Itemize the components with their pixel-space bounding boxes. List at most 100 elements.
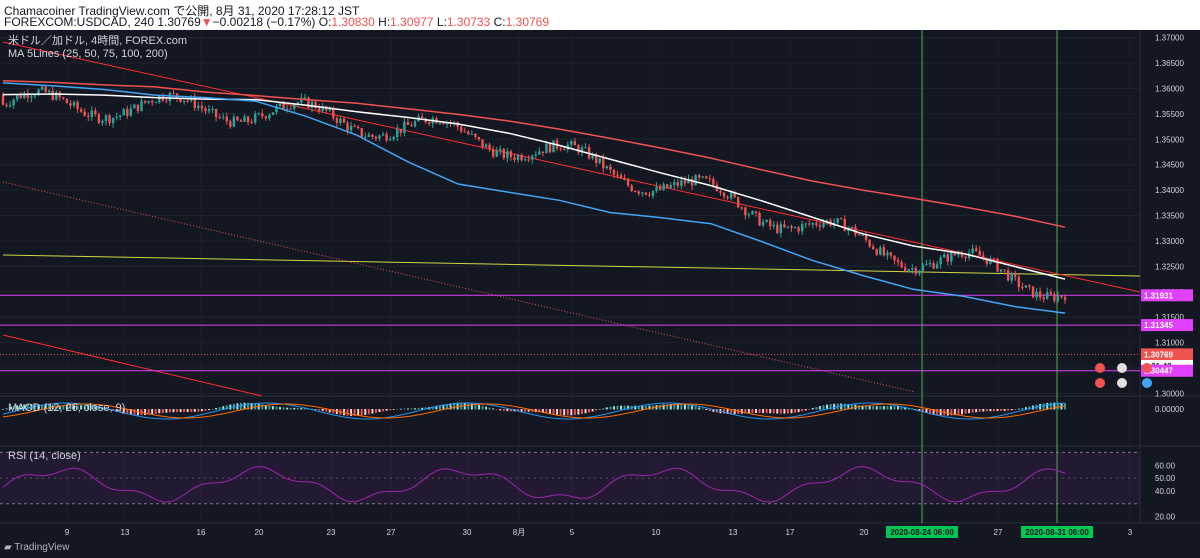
instrument-legend: 米ドル／加ドル, 4時間, FOREX.com <box>8 34 187 47</box>
candle-body <box>62 97 65 99</box>
price-tick-label: 1.36000 <box>1155 84 1184 93</box>
macd-histogram-bar <box>527 409 530 412</box>
macd-histogram-bar <box>382 409 385 412</box>
candle-body <box>111 117 115 124</box>
macd-histogram-bar <box>26 404 29 410</box>
candle-body <box>676 182 680 186</box>
tradingview-icon: ▰ <box>4 542 15 553</box>
flag-event-icon[interactable] <box>1117 363 1127 373</box>
macd-histogram-bar <box>296 407 299 410</box>
macd-histogram-bar <box>584 409 587 414</box>
macd-histogram-bar <box>325 409 328 412</box>
candle-body <box>545 143 548 154</box>
candle-body <box>101 121 104 123</box>
candle-body <box>12 99 15 106</box>
candle-body <box>197 105 200 108</box>
chart-canvas[interactable]: 1.37000 1.36500 1.36000 1.35500 1.35000 1.345… <box>0 30 1200 540</box>
time-axis[interactable]: 91316202327308月510131720242732020-08-24 … <box>65 526 1133 538</box>
flag-event-icon[interactable] <box>1095 363 1105 373</box>
macd-histogram-bar <box>374 409 377 413</box>
candle-body <box>1014 273 1017 277</box>
candle-body <box>83 111 86 116</box>
candle-body <box>797 227 800 232</box>
brand-label: TradingView <box>14 542 70 553</box>
symbol-label[interactable]: FOREXCOM:USDCAD, 240 <box>4 15 155 29</box>
price-tag-box <box>1141 319 1193 332</box>
flag-event-icon[interactable] <box>1117 378 1127 388</box>
macd-histogram-bar <box>76 405 79 410</box>
close-label: C: <box>493 15 506 29</box>
macd-histogram-bar <box>904 407 907 410</box>
macd-histogram-bar <box>850 404 853 410</box>
macd-histogram-bar <box>648 405 651 410</box>
footer: ▰ TradingView <box>0 540 1200 558</box>
candle-body <box>367 134 371 137</box>
candle-body <box>317 108 321 112</box>
last-price: 1.30769 <box>157 15 201 29</box>
candle-body <box>513 157 516 160</box>
macd-histogram-bar <box>811 408 814 410</box>
open-label: O: <box>318 15 332 29</box>
flag-event-icon[interactable] <box>1142 378 1152 388</box>
descending-trend-line[interactable] <box>2 41 1141 293</box>
macd-histogram-bar <box>172 409 175 413</box>
macd-histogram-bar <box>158 409 161 414</box>
flag-event-icon[interactable] <box>1095 378 1105 388</box>
candle-body <box>719 190 722 193</box>
macd-histogram-bar <box>44 404 47 410</box>
candle-body <box>687 179 690 184</box>
macd-histogram-bar <box>573 409 576 416</box>
macd-histogram-bar <box>772 409 775 414</box>
macd-histogram-bar <box>786 409 789 414</box>
candle-body <box>172 92 175 94</box>
candle-body <box>133 104 136 109</box>
candle-body <box>150 100 154 103</box>
lower-trend-line[interactable] <box>2 334 263 397</box>
candle-body <box>623 178 626 180</box>
macd-histogram-bar <box>37 404 40 410</box>
flag-event-icon[interactable] <box>1142 363 1152 373</box>
candle-body <box>751 211 754 215</box>
candle-body <box>673 182 676 186</box>
candle-body <box>1003 269 1006 271</box>
macd-histogram-bar <box>186 409 189 412</box>
macd-histogram-bar <box>168 409 171 413</box>
macd-legend[interactable]: MACD (12, 26, close, 9) <box>8 402 125 414</box>
candle-body <box>115 116 118 118</box>
macd-histogram-bar <box>261 404 264 410</box>
candle-body <box>481 139 484 148</box>
macd-histogram-bar <box>591 409 594 412</box>
horizontal-trend-line[interactable] <box>2 254 1141 277</box>
date-marker-box <box>1021 526 1093 538</box>
candle-body <box>225 116 228 122</box>
macd-histogram-bar <box>627 405 630 410</box>
rsi-legend[interactable]: RSI (14, close) <box>8 450 81 462</box>
rsi-pane <box>0 451 1140 505</box>
macd-histogram-bar <box>5 407 8 410</box>
ma-legend[interactable]: MA 5Lines (25, 50, 75, 100, 200) <box>8 48 168 60</box>
candle-body <box>108 115 111 124</box>
candle-body <box>392 136 395 140</box>
candle-body <box>69 103 72 106</box>
candle-body <box>644 192 648 195</box>
candle-body <box>573 141 577 146</box>
candle-body <box>570 141 573 145</box>
tradingview-logo[interactable]: ▰ TradingView <box>4 542 69 553</box>
trend-drawings[interactable] <box>0 30 1141 523</box>
event-icons[interactable] <box>1095 363 1152 388</box>
candle-body <box>94 110 97 115</box>
macd-histogram-bar <box>893 406 896 410</box>
candle-body <box>470 133 474 135</box>
candle-body <box>403 121 406 133</box>
candle-body <box>314 101 317 109</box>
price-tag-label: 1.31931 <box>1144 291 1173 300</box>
macd-histogram-bar <box>517 409 520 412</box>
macd-histogram-bar <box>726 409 729 414</box>
macd-histogram-bar <box>83 405 86 410</box>
candle-body <box>758 212 761 226</box>
candle-body <box>733 192 736 198</box>
candle-body <box>683 180 687 184</box>
candle-body <box>37 89 40 96</box>
macd-histogram-bar <box>666 404 669 410</box>
candle-body <box>285 108 289 110</box>
